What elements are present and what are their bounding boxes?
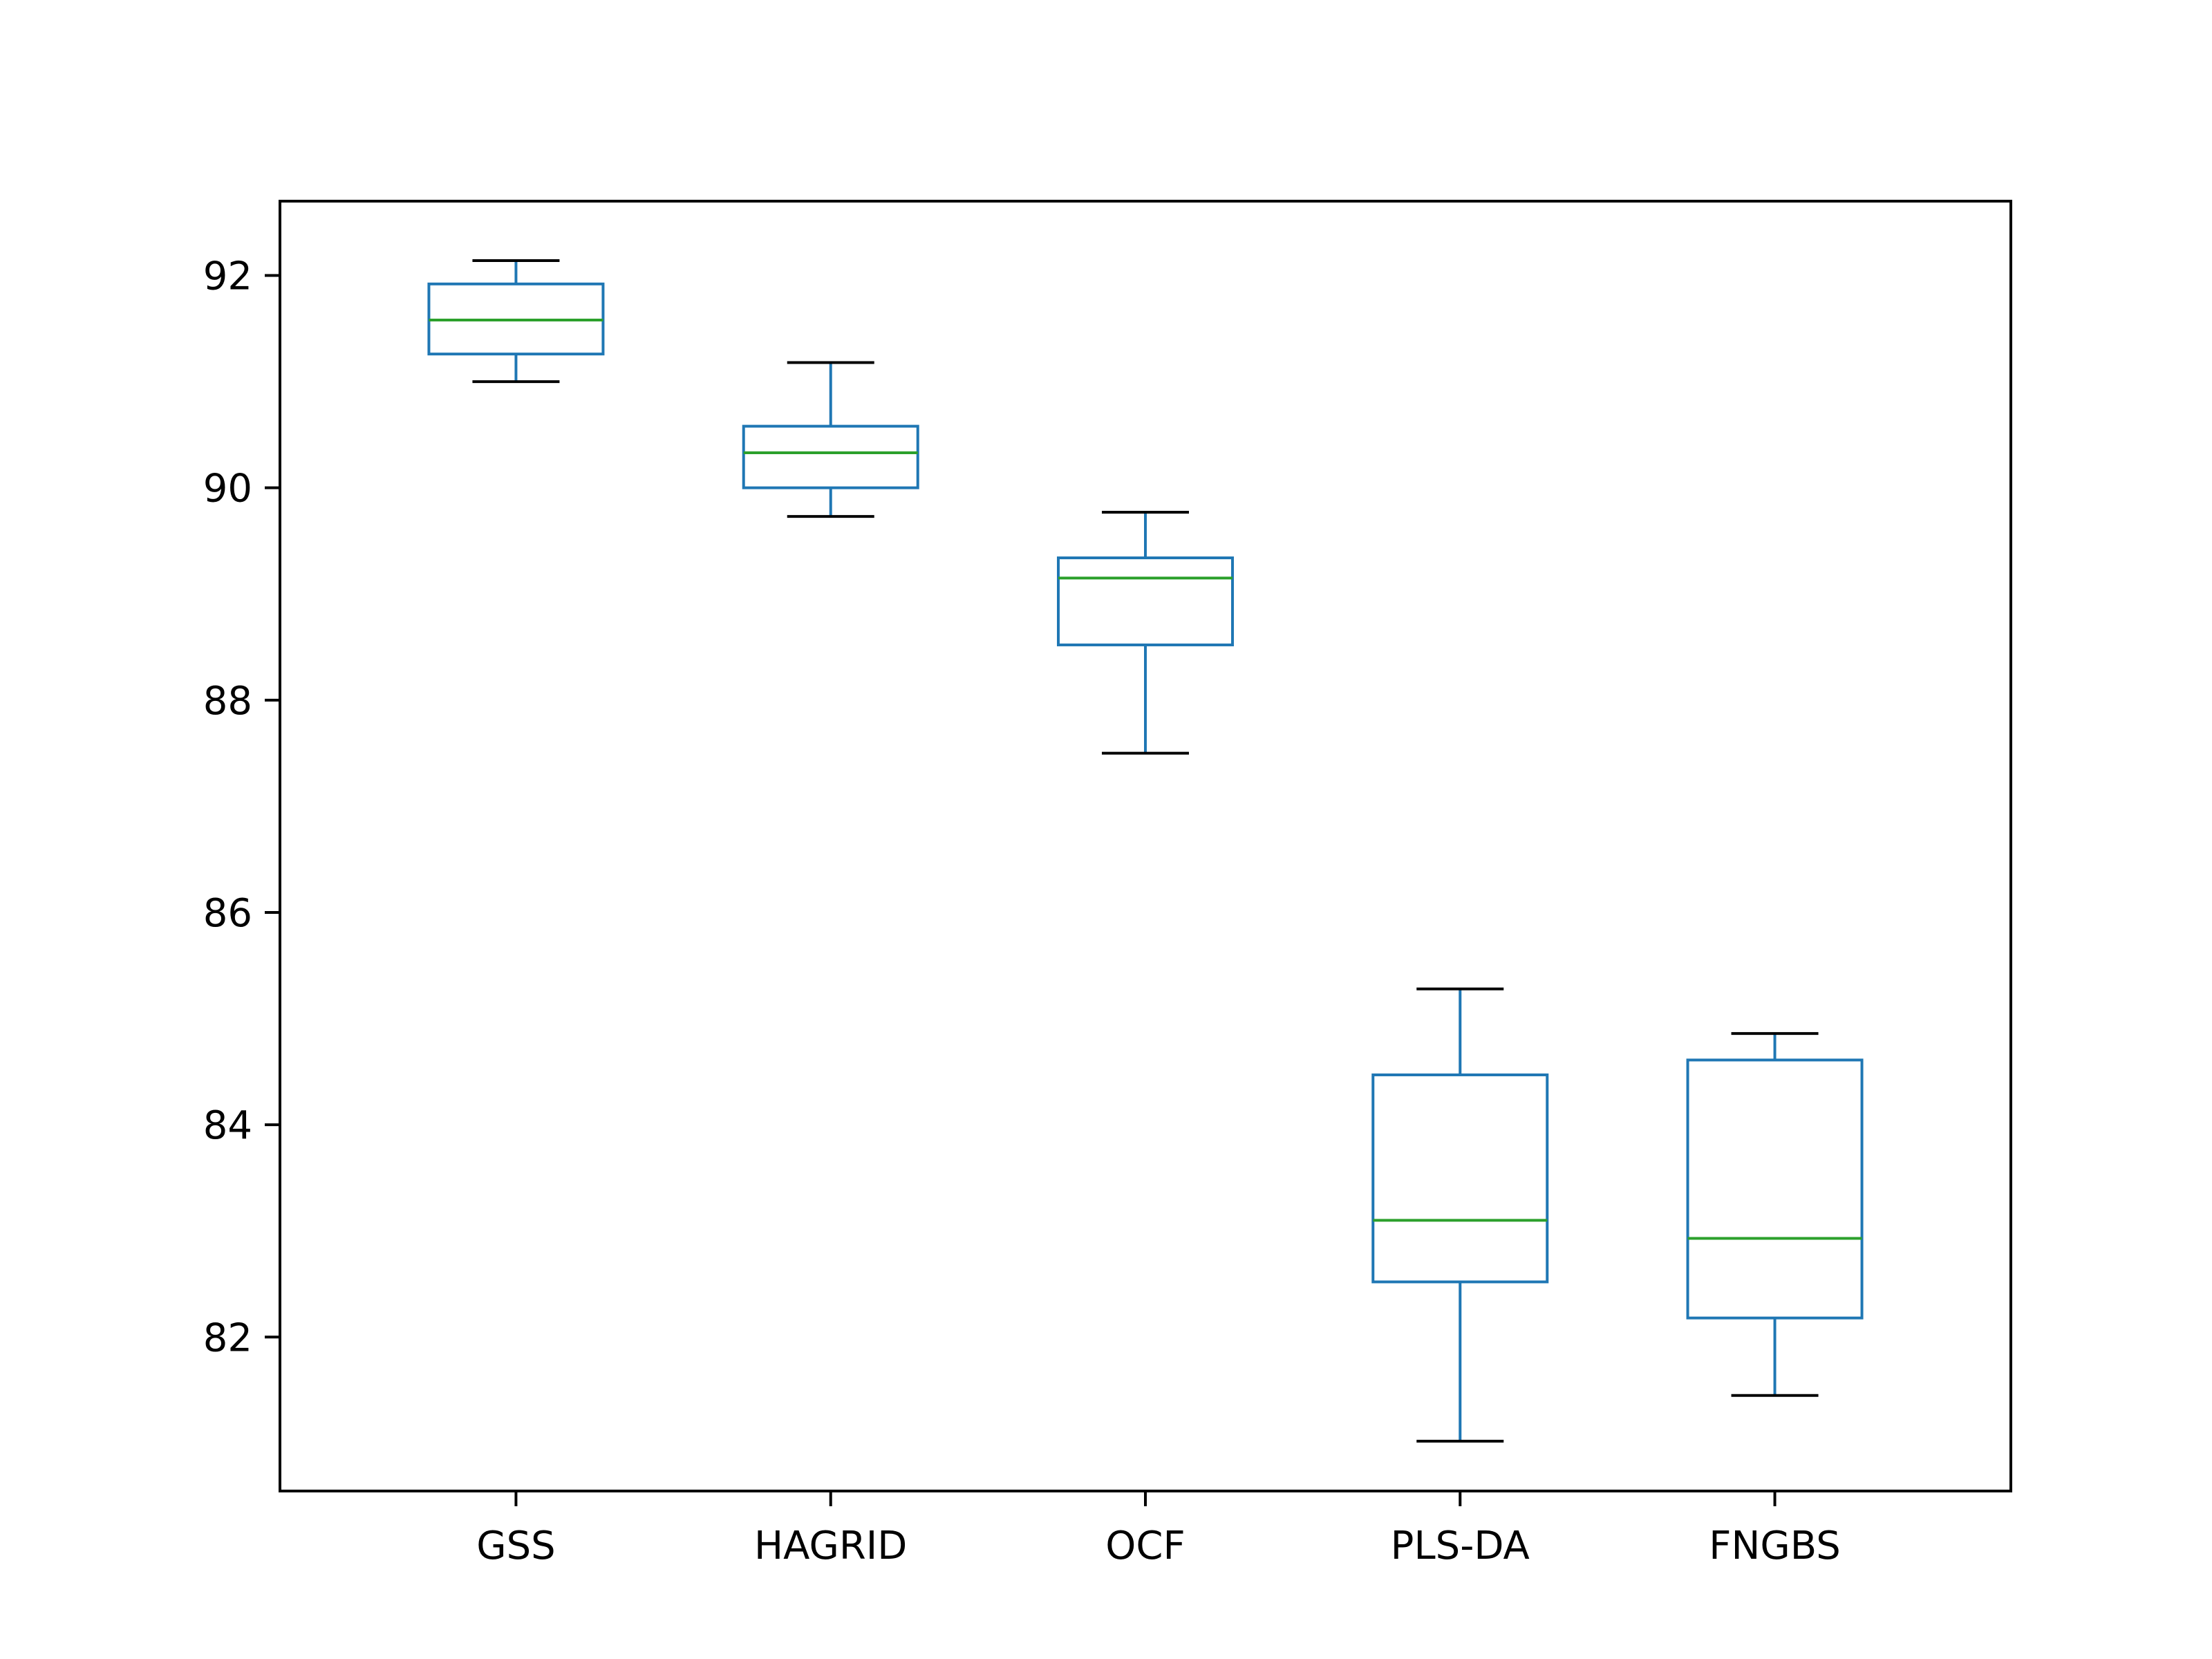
box-body: [742, 424, 919, 489]
box-group-pls-da: [1371, 987, 1549, 1443]
y-tick-label-90: 90: [203, 467, 252, 512]
box-body: [1057, 556, 1234, 646]
box-group-hagrid: [742, 361, 919, 518]
x-tick-label-hagrid: HAGRID: [754, 1524, 907, 1568]
y-tick-label-88: 88: [203, 679, 252, 724]
box-group-ocf: [1057, 510, 1234, 755]
x-tick-label-gss: GSS: [476, 1524, 556, 1568]
x-tick-label-fngbs: FNGBS: [1709, 1524, 1840, 1568]
y-tick-label-86: 86: [203, 891, 252, 936]
y-tick-label-82: 82: [203, 1315, 252, 1360]
box-body: [1371, 1073, 1549, 1284]
box-body: [1686, 1058, 1864, 1320]
y-tick-label-92: 92: [203, 254, 252, 299]
y-tick-label-84: 84: [203, 1103, 252, 1148]
box-group-fngbs: [1686, 1032, 1864, 1397]
y-axis-ticks: 82 84 86 88 90 92: [203, 254, 280, 1360]
x-tick-label-pls-da: PLS-DA: [1391, 1524, 1530, 1568]
box-group-gss: [427, 259, 605, 384]
x-axis-ticks: GSS HAGRID OCF PLS-DA FNGBS: [476, 1491, 1841, 1568]
x-tick-label-ocf: OCF: [1105, 1524, 1185, 1568]
plot-layer: [427, 259, 1864, 1443]
